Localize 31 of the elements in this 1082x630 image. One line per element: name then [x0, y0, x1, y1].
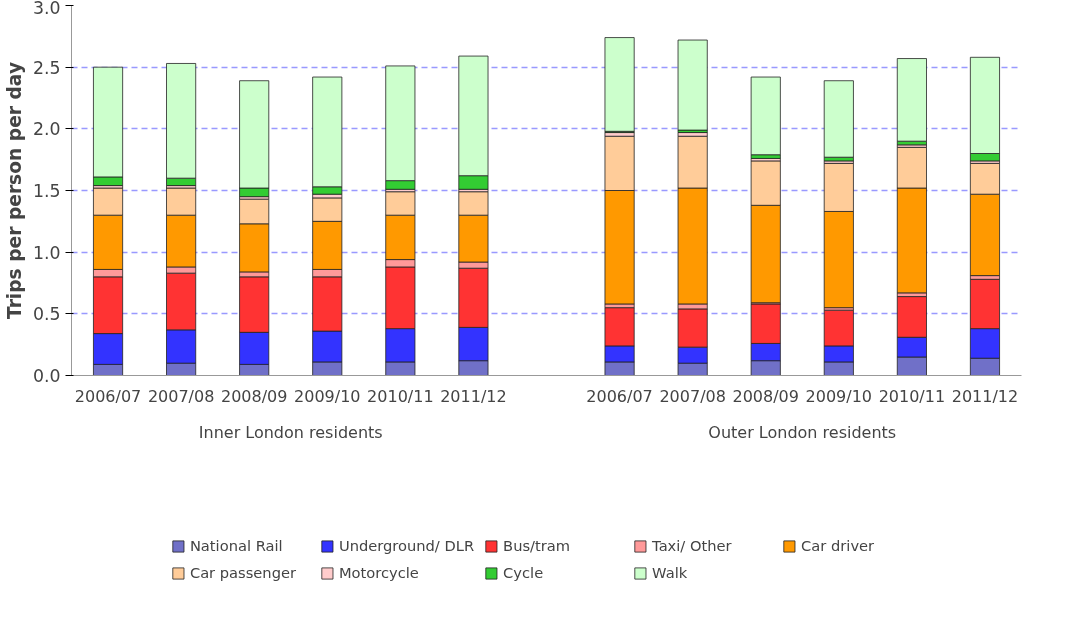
legend-label: National Rail — [189, 537, 284, 555]
x-tick-label: 2010/11 — [367, 386, 434, 406]
x-tick-label: 2007/08 — [147, 386, 215, 406]
y-tick-label: 2.0 — [32, 119, 61, 140]
y-axis-title: Trips per person per day — [3, 61, 25, 320]
x-tick-label: 2008/09 — [220, 386, 288, 406]
x-tick-label: 2009/10 — [294, 386, 361, 406]
x-tick-label: 2009/10 — [805, 386, 873, 406]
legend-label: Bus/tram — [503, 537, 572, 555]
legend-label: Car passenger — [189, 564, 297, 582]
y-tick-label: 0.0 — [32, 366, 61, 386]
y-tick-label: 2.5 — [32, 57, 61, 78]
text: Inner London residents — [198, 422, 383, 442]
legend-label: Walk — [652, 564, 689, 582]
legend-label: Cycle — [503, 564, 545, 582]
text: Outer London residents — [708, 422, 897, 442]
y-tick-label: 3.0 — [32, 0, 61, 18]
x-tick-label: 2011/12 — [951, 386, 1019, 406]
x-tick-label: 2011/12 — [440, 386, 507, 406]
x-tick-label: 2008/09 — [732, 386, 799, 406]
y-tick-label: 1.0 — [32, 242, 61, 263]
y-tick-label: 0.5 — [32, 304, 61, 325]
legend-label: Motorcycle — [338, 564, 420, 582]
x-tick-label: 2006/07 — [74, 386, 142, 406]
x-tick-label: 2010/11 — [878, 386, 946, 406]
y-tick-label: 1.5 — [32, 181, 61, 201]
x-tick-label: 2007/08 — [659, 386, 726, 406]
x-tick-label: 2006/07 — [586, 386, 653, 406]
legend-label: Taxi/ Other — [652, 537, 733, 555]
legend-label: Car driver — [801, 537, 876, 555]
legend-label: Underground/ DLR — [338, 537, 475, 555]
